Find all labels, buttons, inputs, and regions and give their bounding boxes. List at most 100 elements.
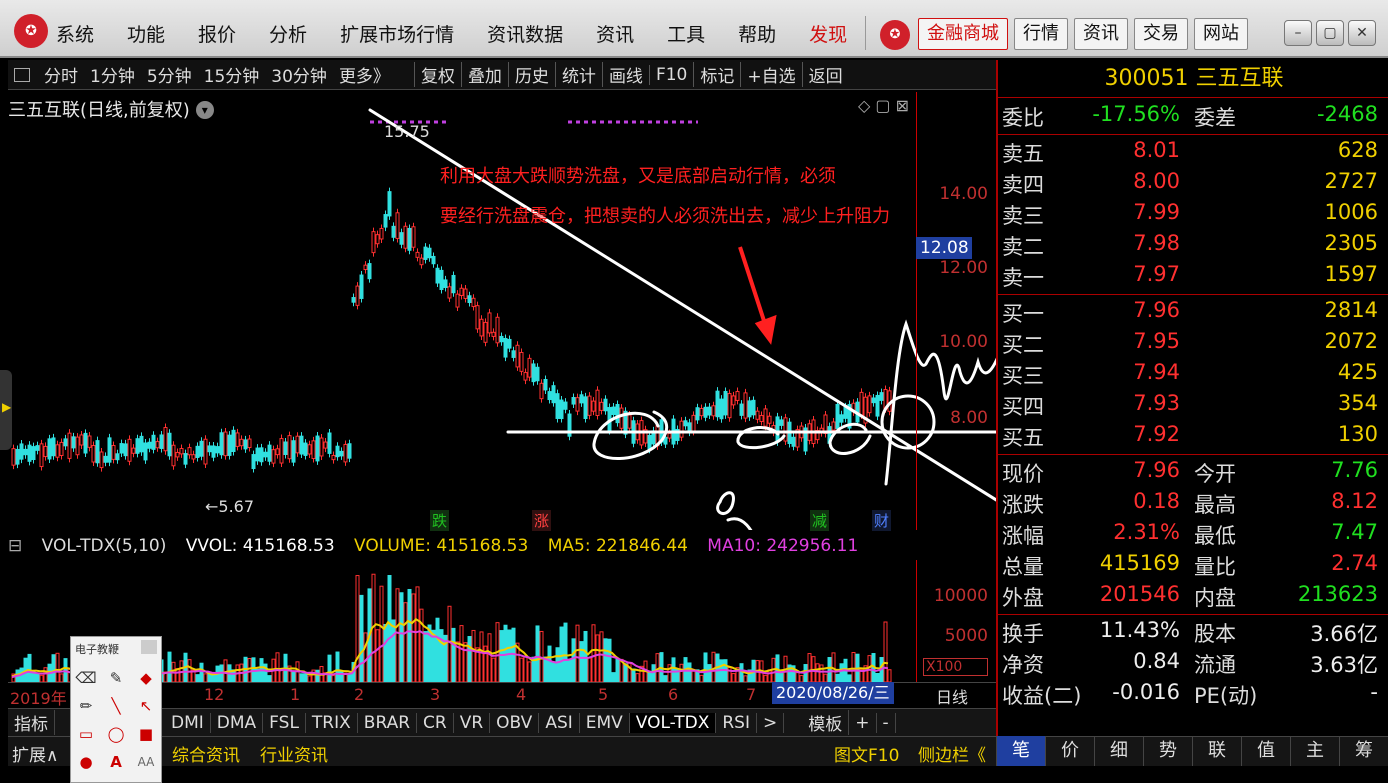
- tab-template[interactable]: 模板: [802, 710, 850, 735]
- tab-emv[interactable]: EMV: [580, 712, 630, 733]
- ask-row[interactable]: 卖二 7.98 2305: [998, 231, 1388, 262]
- finance-mall-button[interactable]: 金融商城: [918, 18, 1008, 50]
- back-button[interactable]: 返回: [801, 62, 849, 87]
- period-5min[interactable]: 5分钟: [146, 67, 192, 87]
- history-button[interactable]: 历史: [507, 62, 555, 87]
- tab-detail[interactable]: 细: [1094, 736, 1143, 766]
- statistics-button[interactable]: 统计: [554, 62, 602, 87]
- menu-item-info-data[interactable]: 资讯数据: [487, 24, 564, 46]
- menu-item-function[interactable]: 功能: [127, 24, 166, 46]
- event-marker-fall[interactable]: 跌: [430, 510, 450, 531]
- tab-brar[interactable]: BRAR: [358, 712, 418, 733]
- ask-row[interactable]: 卖五 8.01 628: [998, 138, 1388, 169]
- adjust-button[interactable]: 复权: [413, 62, 461, 87]
- quotes-button[interactable]: 行情: [1014, 18, 1068, 50]
- ellipse-icon[interactable]: ◯: [107, 725, 125, 743]
- industry-info-button[interactable]: 行业资讯: [260, 746, 328, 766]
- event-marker-rise[interactable]: 涨: [532, 510, 552, 531]
- sidebar-toggle-button[interactable]: 侧边栏《: [918, 746, 986, 766]
- tab-remove[interactable]: -: [877, 712, 896, 733]
- tab-trix[interactable]: TRIX: [306, 712, 358, 733]
- trade-button[interactable]: 交易: [1134, 18, 1188, 50]
- news-button[interactable]: 资讯: [1074, 18, 1128, 50]
- website-button[interactable]: 网站: [1194, 18, 1248, 50]
- pencil-icon[interactable]: ✏: [79, 697, 93, 715]
- bid-row[interactable]: 买三 7.94 425: [998, 360, 1388, 391]
- menu-item-system[interactable]: 系统: [56, 24, 95, 46]
- bid-row[interactable]: 买二 7.95 2072: [998, 329, 1388, 360]
- menu-item-tools[interactable]: 工具: [667, 24, 706, 46]
- tab-indicator[interactable]: 指标: [8, 710, 55, 735]
- mark-button[interactable]: 标记: [693, 62, 740, 87]
- side-panel-handle[interactable]: ▶: [0, 370, 12, 450]
- filled-ellipse-icon[interactable]: ●: [79, 753, 93, 771]
- palette-close-icon[interactable]: [141, 640, 157, 654]
- filled-rectangle-icon[interactable]: ■: [138, 725, 154, 743]
- tab-related[interactable]: 联: [1192, 736, 1241, 766]
- fill-icon[interactable]: ◆: [140, 669, 152, 687]
- menu-item-discover[interactable]: 发现: [809, 24, 848, 46]
- tab-price[interactable]: 价: [1045, 736, 1094, 766]
- restore-icon[interactable]: ▢: [875, 96, 891, 115]
- volume-indicator-name[interactable]: VOL-TDX(5,10): [41, 536, 167, 556]
- tab-ticks[interactable]: 笔: [996, 736, 1045, 766]
- app-logo-icon[interactable]: ✪: [14, 14, 48, 48]
- menu-item-analysis[interactable]: 分析: [269, 24, 308, 46]
- menu-item-extended-market[interactable]: 扩展市场行情: [340, 24, 455, 46]
- tab-rsi[interactable]: RSI: [716, 712, 757, 733]
- event-marker-finance[interactable]: 财: [872, 510, 892, 531]
- text-icon[interactable]: A: [110, 753, 122, 771]
- period-30min[interactable]: 30分钟: [271, 67, 327, 87]
- tab-vr[interactable]: VR: [454, 712, 491, 733]
- tab-value[interactable]: 值: [1241, 736, 1290, 766]
- minimize-icon[interactable]: –: [1284, 20, 1312, 46]
- bid-row[interactable]: 买一 7.96 2814: [998, 298, 1388, 329]
- tab-next[interactable]: >: [757, 712, 785, 733]
- tab-main-force[interactable]: 主: [1290, 736, 1339, 766]
- line-icon[interactable]: ╲: [111, 697, 121, 715]
- tab-trend[interactable]: 势: [1143, 736, 1192, 766]
- tab-fsl[interactable]: FSL: [263, 712, 306, 733]
- tab-chips[interactable]: 筹: [1339, 736, 1388, 766]
- f10-button[interactable]: F10: [648, 64, 693, 85]
- pen-icon[interactable]: ✎: [109, 669, 123, 687]
- ask-row[interactable]: 卖三 7.99 1006: [998, 200, 1388, 231]
- overlay-button[interactable]: 叠加: [460, 62, 508, 87]
- tab-asi[interactable]: ASI: [539, 712, 580, 733]
- stock-header[interactable]: 300051 三五互联: [998, 60, 1388, 98]
- rectangle-icon[interactable]: ▭: [78, 725, 94, 743]
- panel-toggle-icon[interactable]: [14, 67, 30, 82]
- period-more[interactable]: 更多》: [338, 67, 390, 87]
- tab-obv[interactable]: OBV: [490, 712, 540, 733]
- zoom-icon[interactable]: ⊠: [895, 96, 910, 115]
- add-watchlist-button[interactable]: +自选: [740, 62, 801, 87]
- tab-vol-tdx[interactable]: VOL-TDX: [629, 712, 717, 733]
- f10-graphic-button[interactable]: 图文F10: [834, 746, 900, 766]
- tab-add[interactable]: +: [849, 712, 877, 733]
- kline-chart[interactable]: [8, 92, 996, 530]
- eraser-icon[interactable]: ⌫: [75, 669, 97, 687]
- ask-row[interactable]: 卖四 8.00 2727: [998, 169, 1388, 200]
- tab-dma[interactable]: DMA: [211, 712, 264, 733]
- period-intraday[interactable]: 分时: [44, 67, 78, 87]
- font-size-icon[interactable]: AA: [137, 755, 155, 769]
- event-marker-reduce[interactable]: 减: [810, 510, 830, 531]
- arrow-icon[interactable]: ↖: [139, 697, 153, 715]
- tab-cr[interactable]: CR: [417, 712, 454, 733]
- menu-item-info[interactable]: 资讯: [596, 24, 635, 46]
- expand-button[interactable]: 扩展∧: [12, 746, 59, 766]
- settings-icon[interactable]: ⊟: [8, 536, 23, 556]
- period-1min[interactable]: 1分钟: [90, 67, 135, 87]
- menu-item-help[interactable]: 帮助: [738, 24, 777, 46]
- ask-row[interactable]: 卖一 7.97 1597: [998, 262, 1388, 293]
- period-15min[interactable]: 15分钟: [203, 67, 260, 87]
- tab-dmi[interactable]: DMI: [165, 712, 211, 733]
- comprehensive-info-button[interactable]: 综合资讯: [172, 746, 240, 766]
- menu-item-quote[interactable]: 报价: [198, 24, 237, 46]
- draw-line-button[interactable]: 画线: [601, 62, 649, 87]
- close-icon[interactable]: ✕: [1348, 20, 1376, 46]
- bid-row[interactable]: 买五 7.92 130: [998, 422, 1388, 453]
- chevron-down-icon[interactable]: ▾: [195, 101, 214, 119]
- bid-row[interactable]: 买四 7.93 354: [998, 391, 1388, 422]
- diamond-icon[interactable]: ◇: [858, 96, 871, 115]
